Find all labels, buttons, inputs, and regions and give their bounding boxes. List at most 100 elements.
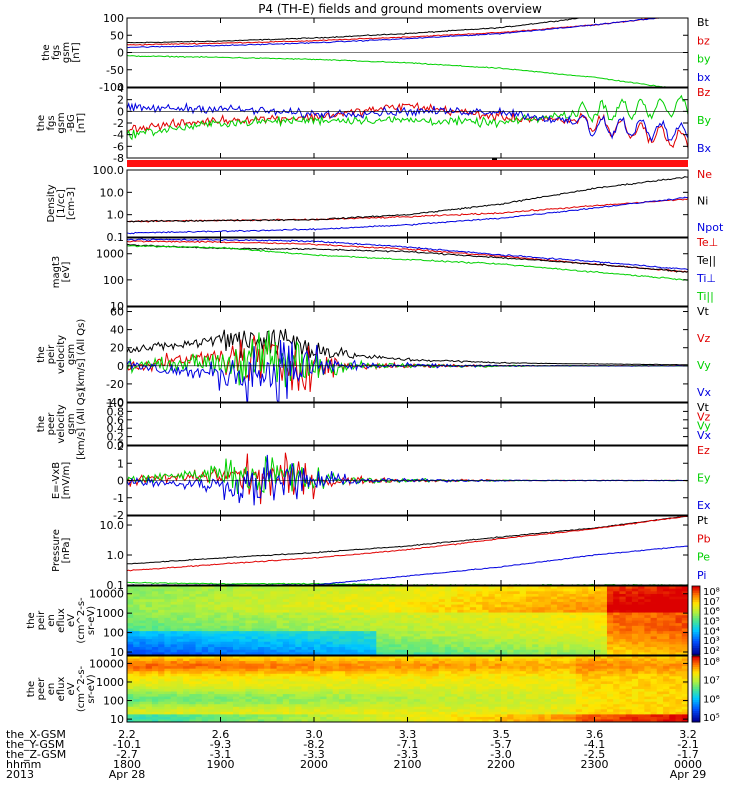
spectrogram-panel10 [127,656,689,723]
panel-frame [127,170,688,237]
x-tick-label: 2000 [300,758,328,771]
legend-entry: Te⊥ [696,236,718,249]
panel-frame [127,88,688,158]
y-axis-label-line: [mV/m] [61,462,72,500]
spectrogram-panel9 [127,586,689,656]
legend-entry: Pe [697,551,710,564]
y-axis-label-line: [nT] [76,113,87,133]
legend-entry: Vy [697,359,711,372]
series-line-te-panel4 [127,241,688,272]
colorbar-label: 10⁵ [703,713,720,724]
y-tick-label: 40 [110,324,124,337]
y-axis-label: E=-VxB[mV/m] [51,462,72,500]
y-axis-label-line: [eV] [61,262,72,283]
colorbar-label: 10⁶ [703,694,720,705]
legend-entry: Pb [697,532,711,545]
y-axis-label-line: [nT] [71,42,82,62]
legend-entry: Bz [697,86,711,99]
legend-entry: Ez [697,444,710,457]
legend-entry: by [697,53,711,66]
y-tick-label: 60 [110,306,124,319]
y-tick-label: 100 [103,627,124,640]
x-tick-label: Apr 29 [670,768,707,781]
panel-frame [127,403,688,445]
colorbar-panel9 [692,586,700,656]
y-axis-label: magt3[eV] [51,256,72,289]
y-tick-label: 0 [117,475,124,488]
y-tick-label: 10.0 [100,186,125,199]
series-line-pb-panel8 [127,516,688,571]
y-axis-label-line: [nPa] [61,537,72,563]
y-axis-label-line: sr-eV) [86,606,97,635]
y-tick-label: 1 [117,457,124,470]
legend-entry: bz [697,34,710,47]
legend-entry: Bx [697,142,712,155]
legend-entry: bx [697,71,711,84]
y-axis-label-line: [cm-3] [66,187,77,220]
y-tick-label: -50 [106,64,124,77]
y-tick-label: 20 [110,342,124,355]
y-axis-label: Density[1/cc][cm-3] [46,184,77,222]
series-line-ti-panel4 [127,239,688,270]
x-axis-row-label: 2013 [6,768,34,781]
y-tick-label: 10.0 [100,519,125,532]
legend-entry: Pi [697,569,706,582]
series-line-pi-panel8 [127,546,688,586]
series-line-ez-panel7 [127,453,688,504]
colorbar-label: 10² [703,646,720,657]
y-axis-label-line: sr-eV) [86,674,97,703]
legend-entry: Bt [697,16,710,29]
y-axis-label: Pressure[nPa] [51,529,72,572]
legend-entry: Vz [697,332,711,345]
y-tick-label: 0.1 [107,231,125,244]
legend-entry: Ti|| [696,290,714,303]
legend-entry: Ti⊥ [696,272,716,285]
y-axis-label-line: [km/s] (All Qs) [76,319,87,391]
y-tick-label: 100 [103,12,124,25]
series-line-pt-panel8 [127,516,688,564]
legend-entry: Te|| [696,254,716,267]
y-tick-label: 1000 [96,676,124,689]
series-line-bx-panel2 [127,104,688,141]
series-line-vt-panel5 [127,329,688,365]
legend-entry: Vt [697,305,710,318]
status-strip [127,160,688,167]
y-tick-label: 10 [110,713,124,726]
series-line-ne-panel3 [127,199,688,223]
status-strip-mark [492,158,497,160]
y-tick-label: 10000 [89,588,124,601]
legend-entry: Ni [697,195,708,208]
legend-entry: Ne [697,168,712,181]
x-tick-label: 1900 [207,758,235,771]
plot-title: P4 (TH-E) fields and ground moments over… [258,2,542,16]
series-line-ni-panel3 [127,177,688,222]
y-tick-label: 1000 [96,248,124,261]
y-tick-label: -20 [106,378,124,391]
y-tick-label: 1.0 [107,209,125,222]
y-tick-label: 100.0 [93,164,125,177]
y-tick-label: 100 [103,274,124,287]
y-axis-label-line: [km/s] (All Qs) [76,388,87,460]
y-tick-label: 1.0 [107,549,125,562]
colorbar-label: 10⁸ [703,657,720,668]
y-tick-label: 2 [117,440,124,453]
y-tick-label: 10000 [89,657,124,670]
y-tick-label: 1000 [96,607,124,620]
legend-entry: Pt [697,514,709,527]
y-tick-label: -1 [113,492,124,505]
y-tick-label: 0 [117,360,124,373]
legend-entry: Ex [697,499,711,512]
legend-entry: Vx [697,386,712,399]
x-tick-label: 2100 [394,758,422,771]
y-tick-label: 0 [117,47,124,60]
legend-entry: Npot [697,221,724,234]
series-line-npot-panel3 [127,197,688,234]
y-tick-label: 100 [103,695,124,708]
